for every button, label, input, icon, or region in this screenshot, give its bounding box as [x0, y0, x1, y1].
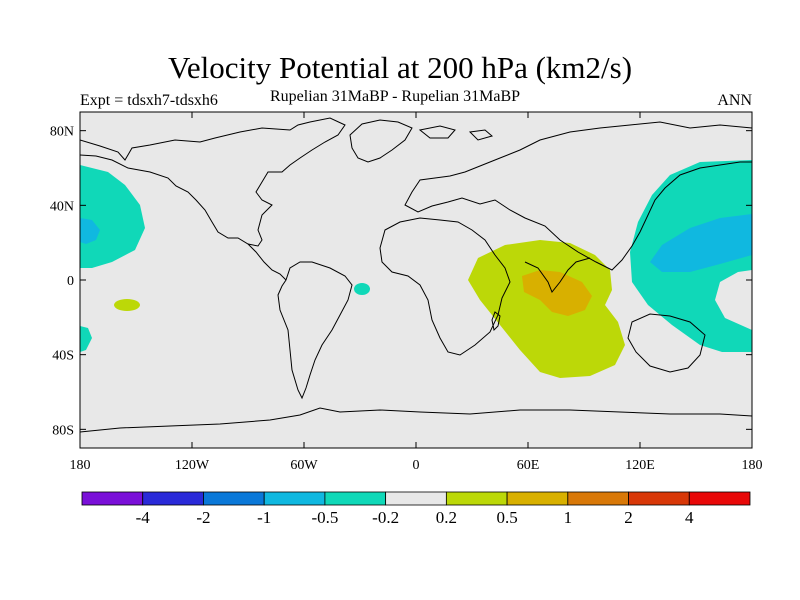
chart-title: Velocity Potential at 200 hPa (km2/s) [167, 50, 633, 85]
y-tick-label: 80S [52, 423, 74, 438]
y-tick-label: 40S [52, 349, 74, 364]
colorbar-box [445, 491, 508, 506]
x-tick-label: 120E [625, 458, 655, 473]
coast-madagascar [491, 311, 501, 332]
coast-central-america [247, 243, 287, 281]
y-tick-label: 0 [67, 274, 74, 289]
x-axis: 180 120W 60W 0 60E 120E 180 [70, 112, 763, 473]
coastlines [80, 117, 752, 433]
colorbar-box [263, 491, 326, 506]
coast-africa [379, 217, 511, 356]
y-tick-label: 40N [50, 199, 74, 214]
coast-india [524, 257, 591, 293]
x-tick-label: 60E [517, 458, 540, 473]
colorbar-box [385, 491, 447, 506]
colorbar-label: -0.2 [372, 508, 399, 527]
contour-pos-indian-core [522, 270, 592, 316]
colorbar-label: -2 [196, 508, 210, 527]
season-label: ANN [717, 92, 752, 109]
colorbar-label: 4 [685, 508, 694, 527]
period-label: Rupelian 31MaBP - Rupelian 31MaBP [270, 88, 521, 105]
y-tick-label: 80N [50, 125, 74, 140]
colorbar-label: 0.2 [436, 508, 457, 527]
x-tick-label: 180 [70, 458, 91, 473]
colorbar-box [628, 491, 690, 506]
coast-australia [627, 313, 706, 373]
contour-neg-eastpacific-core [650, 214, 752, 272]
colorbar-label: 1 [564, 508, 573, 527]
colorbar-label: -1 [257, 508, 271, 527]
colorbar: -4 -2 -1 -0.5 -0.2 0.2 0.5 1 2 4 [81, 491, 751, 527]
colorbar-box [203, 491, 265, 506]
colorbar-label: -0.5 [311, 508, 338, 527]
colorbar-box [142, 491, 204, 506]
colorbar-box [324, 491, 387, 506]
colorbar-box [567, 491, 629, 506]
coast-greenland [349, 119, 413, 163]
contour-neg-brazil [354, 283, 370, 295]
colorbar-box [688, 491, 751, 506]
colorbar-label: 2 [624, 508, 633, 527]
coast-antarctica [80, 407, 752, 433]
x-tick-label: 0 [413, 458, 420, 473]
coast-south-america [277, 261, 353, 400]
colorbar-box [506, 491, 569, 506]
coast-eurasia [404, 121, 752, 271]
colorbar-label: -4 [136, 508, 151, 527]
colorbar-box [81, 491, 144, 506]
coast-arctic-islands [418, 125, 494, 141]
y-axis: 80N 40N 0 40S 80S [50, 125, 752, 438]
contour-neg-west [80, 165, 145, 268]
contour-pos-pacific [114, 299, 140, 311]
coast-north-america [80, 117, 346, 247]
x-tick-label: 120W [175, 458, 210, 473]
contour-neg-southwest [80, 326, 92, 352]
colorbar-label: 0.5 [496, 508, 517, 527]
experiment-label: Expt = tdsxh7-tdsxh6 [80, 92, 218, 109]
contour-neg-west-core [80, 218, 100, 244]
x-tick-label: 180 [742, 458, 763, 473]
x-tick-label: 60W [290, 458, 318, 473]
